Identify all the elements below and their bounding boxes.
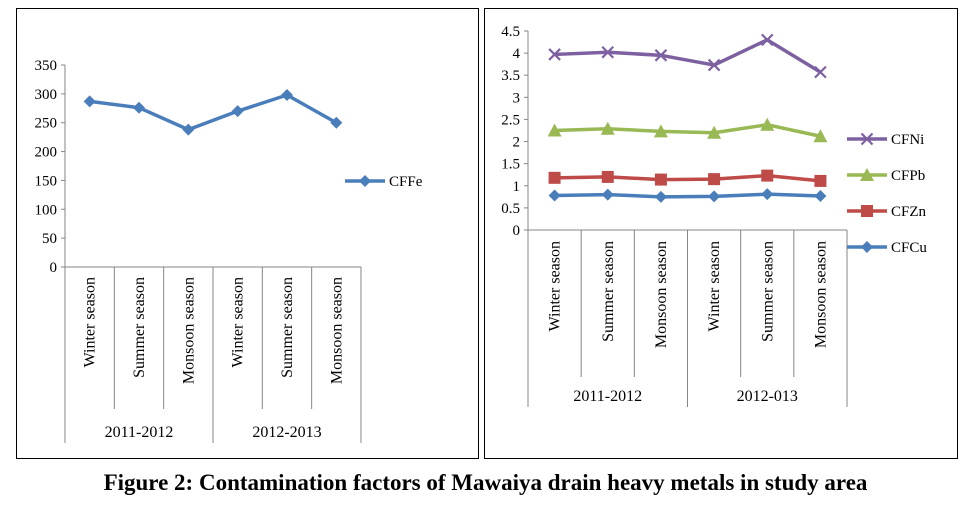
- data-point: [654, 173, 667, 186]
- x-tick-label: Monsoon season: [812, 241, 829, 348]
- x-tick-label: Winter season: [82, 277, 99, 367]
- x-tick-label: Summer season: [279, 277, 296, 378]
- data-point: [654, 190, 667, 203]
- y-tick-label: 0.5: [501, 201, 520, 217]
- y-tick-label: 4.5: [501, 24, 520, 40]
- series-line: [554, 38, 822, 74]
- data-point: [601, 188, 614, 201]
- series-cfpb: [547, 117, 828, 143]
- data-point: [761, 188, 774, 201]
- y-tick-label: 300: [35, 87, 58, 103]
- data-point: [600, 121, 615, 135]
- group-label: 2012-2013: [252, 424, 321, 441]
- x-tick-label: Winter season: [706, 241, 723, 331]
- data-point: [760, 33, 774, 47]
- x-tick-label: Monsoon season: [653, 241, 670, 348]
- y-tick-label: 150: [35, 173, 58, 189]
- y-tick-label: 2: [513, 135, 521, 151]
- legend-label: CFPb: [891, 168, 925, 184]
- y-tick-label: 3.5: [501, 68, 520, 84]
- data-point: [601, 170, 614, 183]
- y-tick-label: 50: [42, 231, 57, 247]
- series-line: [89, 93, 338, 132]
- series-line: [554, 173, 821, 183]
- y-tick-label: 100: [35, 202, 58, 218]
- group-label: 2012-013: [737, 388, 798, 405]
- data-point: [601, 45, 615, 59]
- series-line: [554, 123, 821, 138]
- data-point: [708, 173, 721, 186]
- legend-item: CFCu: [847, 240, 927, 256]
- legend-item: CFFe: [345, 174, 423, 190]
- x-tick-label: Summer season: [759, 241, 776, 342]
- y-tick-label: 0: [50, 260, 58, 276]
- legend-label: CFZn: [891, 204, 927, 220]
- data-point: [83, 95, 96, 108]
- y-tick-label: 250: [35, 116, 58, 132]
- y-tick-label: 350: [35, 58, 58, 74]
- data-point: [707, 125, 722, 139]
- figure-caption: Figure 2: Contamination factors of Mawai…: [103, 470, 868, 495]
- legend-marker: [860, 132, 874, 146]
- legend-label: CFFe: [389, 174, 423, 190]
- data-point: [548, 189, 561, 202]
- data-point: [133, 101, 145, 114]
- x-tick-label: Monsoon season: [328, 277, 345, 384]
- data-point: [707, 58, 721, 72]
- data-point: [814, 174, 827, 187]
- group-label: 2011-2012: [573, 388, 642, 405]
- data-point: [281, 89, 293, 102]
- legend-marker: [861, 241, 873, 253]
- x-tick-label: Winter season: [547, 241, 564, 331]
- series-cfcu: [548, 188, 827, 203]
- metals-chart: 0 0.5 1 1.5 2 2.5 3 3.5 4 4.5 Winter season Summer …: [484, 8, 958, 459]
- x-tick-label: Winter season: [230, 277, 247, 367]
- data-point: [548, 171, 561, 184]
- legend-label: CFCu: [891, 240, 927, 256]
- y-tick-label: 1.5: [501, 157, 520, 173]
- legend-label: CFNi: [891, 132, 924, 148]
- legend-marker: [359, 175, 371, 187]
- y-tick-label: 1: [513, 179, 521, 195]
- data-point: [653, 124, 668, 138]
- legend-marker: [860, 168, 874, 181]
- data-point: [760, 117, 775, 131]
- y-tick-label: 2.5: [501, 112, 520, 128]
- data-point: [814, 65, 827, 79]
- data-point: [813, 129, 828, 143]
- x-tick-label: Summer season: [600, 241, 617, 342]
- data-point: [547, 123, 562, 137]
- fe-chart-plot: 0 50 100 150 200 250 300 350 Winter season Summer…: [35, 58, 423, 443]
- legend-item: CFNi: [847, 132, 924, 148]
- data-point: [814, 189, 827, 202]
- series-line: [554, 192, 821, 199]
- data-point: [548, 48, 561, 61]
- data-point: [330, 116, 343, 129]
- data-point: [708, 190, 721, 203]
- legend-marker: [861, 205, 873, 217]
- series-cffe: [83, 89, 343, 136]
- metals-chart-plot: 0 0.5 1 1.5 2 2.5 3 3.5 4 4.5 Winter season Summer …: [501, 24, 927, 407]
- data-point: [182, 123, 195, 136]
- y-tick-label: 0: [513, 223, 521, 239]
- legend-item: CFPb: [847, 168, 925, 184]
- fe-chart: 0 50 100 150 200 250 300 350 Winter season Summer…: [16, 8, 479, 459]
- data-point: [761, 169, 774, 182]
- x-tick-label: Summer season: [131, 277, 148, 378]
- x-tick-label: Monsoon season: [180, 277, 197, 384]
- y-tick-label: 4: [513, 46, 521, 62]
- series-cfzn: [548, 169, 827, 187]
- data-point: [231, 105, 244, 118]
- y-tick-label: 3: [513, 90, 521, 106]
- y-tick-label: 200: [35, 145, 58, 161]
- group-label: 2011-2012: [105, 424, 174, 441]
- series-cfni: [548, 33, 827, 79]
- legend-item: CFZn: [847, 204, 927, 220]
- data-point: [654, 49, 668, 62]
